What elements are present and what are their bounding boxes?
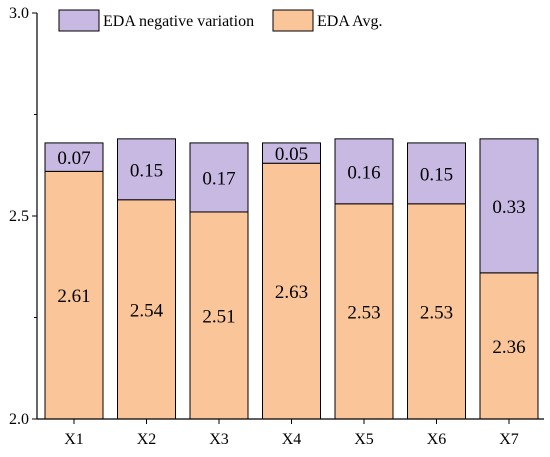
x-tick-label-x7: X7	[499, 431, 519, 448]
x-tick-label-x1: X1	[64, 431, 84, 448]
x-tick-label-x3: X3	[209, 431, 229, 448]
bar-neg-x7	[479, 138, 539, 274]
y-tick-label-2.5: 2.5	[9, 208, 29, 225]
legend-label-avg: EDA Avg.	[317, 13, 382, 30]
x-tick-label-x2: X2	[137, 431, 157, 448]
legend: EDA negative variation EDA Avg.	[58, 9, 382, 32]
bar-neg-x3	[189, 142, 249, 213]
legend-swatch-negative-variation	[58, 9, 100, 32]
data-label-neg-x5: 0.16	[347, 162, 380, 183]
legend-swatch-avg	[272, 9, 314, 32]
bar-neg-x1	[44, 142, 104, 172]
y-axis: 2.0 2.5 3.0	[9, 5, 38, 428]
x-tick-label-x4: X4	[282, 431, 302, 448]
data-label-neg-x1: 0.07	[57, 148, 90, 169]
x-tick-label-x5: X5	[354, 431, 374, 448]
data-label-neg-x7: 0.33	[492, 197, 525, 218]
bars: 2.61 0.07 2.54 0.15 2.51 0.17 2.63 0.05 2.53 0.16…	[44, 138, 539, 420]
y-tick-label-3.0: 3.0	[9, 5, 29, 22]
bar-avg-x6	[407, 203, 466, 420]
bar-avg-x1	[44, 170, 104, 420]
bar-neg-x4	[262, 142, 321, 164]
data-label-avg-x5: 2.53	[347, 302, 380, 323]
data-label-avg-x6: 2.53	[420, 302, 453, 323]
data-label-neg-x3: 0.17	[202, 168, 235, 189]
data-label-avg-x4: 2.63	[275, 282, 308, 303]
bar-neg-x5	[334, 138, 394, 205]
data-label-avg-x1: 2.61	[57, 286, 90, 307]
y-tick-label-2.0: 2.0	[9, 411, 29, 428]
data-label-avg-x7: 2.36	[492, 337, 525, 358]
bar-avg-x3	[189, 211, 249, 420]
bar-avg-x7	[479, 272, 539, 420]
data-label-neg-x2: 0.15	[130, 160, 163, 181]
bar-neg-x2	[117, 138, 176, 201]
bar-avg-x5	[334, 203, 394, 420]
data-label-avg-x3: 2.51	[202, 306, 235, 327]
data-label-avg-x2: 2.54	[130, 300, 164, 321]
bar-neg-x6	[407, 142, 466, 205]
legend-label-negative-variation: EDA negative variation	[103, 13, 254, 30]
data-label-neg-x6: 0.15	[420, 164, 453, 185]
x-tick-label-x6: X6	[427, 431, 447, 448]
x-axis: X1 X2 X3 X4 X5 X6 X7	[37, 418, 544, 448]
data-label-neg-x4: 0.05	[275, 144, 308, 165]
